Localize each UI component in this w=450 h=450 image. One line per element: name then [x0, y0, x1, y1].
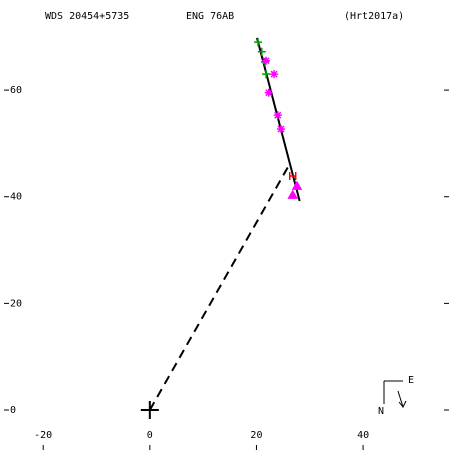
x-tick-label: 0 — [147, 430, 153, 441]
y-tick-label: 40 — [10, 192, 22, 203]
compass-arrow — [397, 390, 407, 409]
y-tick-label: 0 — [10, 405, 16, 416]
y-tick-label: 20 — [10, 298, 22, 309]
compass-north: N — [378, 406, 384, 417]
plus-marker — [262, 70, 271, 79]
asterisk-marker — [273, 111, 282, 120]
plus-marker — [257, 47, 266, 56]
x-tick-label: -20 — [34, 430, 52, 441]
asterisk-marker — [264, 88, 273, 97]
x-tick-label: 20 — [250, 430, 262, 441]
chart-title: WDS 20454+5735 — [45, 11, 129, 22]
compass-east: E — [408, 375, 414, 386]
x-tick-label: 40 — [357, 430, 369, 441]
triangle-marker — [287, 189, 299, 199]
asterisk-marker — [270, 70, 279, 79]
h-marker — [288, 171, 297, 180]
chart-subtitle: ENG 76AB — [186, 11, 234, 22]
y-tick-label: 60 — [10, 85, 22, 96]
triangle-marker — [291, 180, 303, 190]
asterisk-marker — [276, 125, 285, 134]
compass: E N — [378, 375, 414, 417]
asterisk-marker — [262, 56, 271, 65]
dashed-line — [148, 164, 290, 411]
reference: (Hrt2017a) — [344, 11, 404, 22]
origin-marker — [140, 401, 159, 420]
solid-line — [256, 37, 301, 202]
plus-marker — [254, 38, 263, 47]
